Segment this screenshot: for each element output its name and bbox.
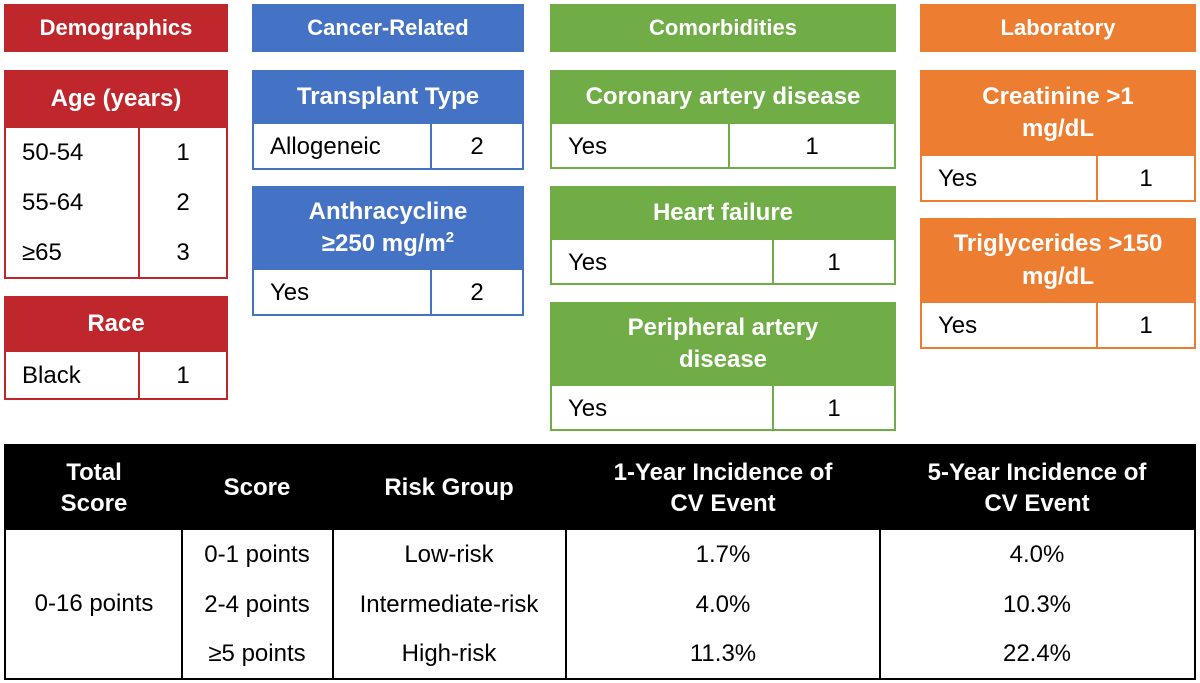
- demographics-header: Demographics: [4, 4, 228, 52]
- one-year-cell: 1.7%: [695, 541, 751, 568]
- cad-row: Yes 1: [552, 122, 894, 169]
- score-cell: ≥5 points: [208, 640, 306, 667]
- pad-card: Peripheral artery disease Yes 1: [550, 302, 896, 431]
- cad-card: Coronary artery disease Yes 1: [550, 70, 896, 169]
- creatinine-title: Creatinine >1 mg/dL: [922, 72, 1194, 154]
- heart-failure-row: Yes 1: [552, 238, 894, 285]
- anthracycline-card: Anthracycline ≥250 mg/m2 Yes 2: [252, 186, 524, 316]
- header-one-year: 1-Year Incidence of CV Event: [566, 446, 880, 530]
- pad-title: Peripheral artery disease: [552, 304, 894, 384]
- five-year-cell: 22.4%: [1002, 640, 1072, 667]
- age-row: ≥65 3: [6, 228, 226, 277]
- row-points: 2: [430, 124, 522, 170]
- header-line: Total: [66, 458, 122, 486]
- header-line: Score: [60, 490, 128, 517]
- score-cell: 2-4 points: [204, 591, 310, 618]
- risk-score-table: Total Score Score Risk Group 1-Year Inci…: [4, 444, 1196, 680]
- five-year-cell: 10.3%: [1002, 591, 1072, 618]
- heart-failure-title: Heart failure: [552, 188, 894, 238]
- one-year-cell: 11.3%: [689, 640, 757, 667]
- row-points: 1: [1096, 156, 1194, 202]
- row-label: Yes: [938, 312, 978, 339]
- title-line: disease: [678, 346, 768, 373]
- header-line: 5-Year Incidence of: [927, 458, 1147, 486]
- row-label: 55-64: [22, 189, 84, 216]
- header-line: Risk Group: [384, 474, 514, 502]
- total-score-cell: 0-16 points: [34, 590, 154, 617]
- age-card: Age (years) 50-54 1 55-64 2 ≥65 3: [4, 70, 228, 279]
- header-line: CV Event: [984, 490, 1090, 517]
- row-points: 1: [138, 128, 226, 178]
- five-year-cell: 4.0%: [1009, 541, 1065, 568]
- row-label: Yes: [938, 165, 978, 192]
- header-risk-group: Risk Group: [332, 446, 566, 530]
- creatinine-row: Yes 1: [922, 154, 1194, 202]
- heart-failure-card: Heart failure Yes 1: [550, 186, 896, 285]
- row-label: Allogeneic: [270, 133, 381, 160]
- row-points: 3: [138, 228, 226, 277]
- row-points: 1: [138, 352, 226, 400]
- age-row: 50-54 1: [6, 126, 226, 178]
- transplant-row: Allogeneic 2: [254, 122, 522, 170]
- row-points: 1: [772, 240, 894, 285]
- row-label: Black: [22, 362, 81, 389]
- transplant-card: Transplant Type Allogeneic 2: [252, 70, 524, 170]
- race-row: Black 1: [6, 350, 226, 400]
- pad-row: Yes 1: [552, 384, 894, 431]
- header-line: Score: [223, 474, 291, 502]
- transplant-title: Transplant Type: [254, 72, 522, 122]
- table-header-row: Total Score Score Risk Group 1-Year Inci…: [6, 446, 1194, 530]
- row-label: Yes: [568, 248, 608, 276]
- header-five-year: 5-Year Incidence of CV Event: [880, 446, 1194, 530]
- column-divider: [565, 530, 567, 678]
- cancer-related-header: Cancer-Related: [252, 4, 524, 52]
- title-line: mg/dL: [1022, 262, 1094, 290]
- creatinine-card: Creatinine >1 mg/dL Yes 1: [920, 70, 1196, 202]
- row-label: Yes: [270, 279, 310, 306]
- row-points: 1: [772, 386, 894, 431]
- title-line: Creatinine >1: [982, 82, 1134, 110]
- anthracycline-row: Yes 2: [254, 268, 522, 316]
- triglycerides-row: Yes 1: [922, 301, 1194, 349]
- row-points: 1: [728, 124, 894, 169]
- race-title: Race: [6, 298, 226, 350]
- triglycerides-card: Triglycerides >150 mg/dL Yes 1: [920, 218, 1196, 349]
- column-divider: [181, 530, 183, 678]
- triglycerides-title: Triglycerides >150 mg/dL: [922, 220, 1194, 301]
- title-line: mg/dL: [1022, 115, 1094, 142]
- row-label: 50-54: [22, 139, 84, 166]
- score-cell: 0-1 points: [204, 541, 310, 568]
- column-divider: [879, 530, 881, 678]
- title-line: Triglycerides >150: [953, 230, 1163, 258]
- header-line: 1-Year Incidence of: [613, 458, 833, 486]
- row-points: 2: [430, 270, 522, 316]
- row-points: 2: [138, 178, 226, 228]
- age-row: 55-64 2: [6, 178, 226, 228]
- row-label: Yes: [568, 394, 608, 422]
- cad-title: Coronary artery disease: [552, 72, 894, 122]
- risk-group-cell: Intermediate-risk: [359, 591, 539, 618]
- laboratory-header: Laboratory: [920, 4, 1196, 52]
- anthracycline-title: Anthracycline ≥250 mg/m2: [254, 188, 522, 268]
- header-score: Score: [182, 446, 332, 530]
- column-divider: [332, 530, 334, 678]
- title-line: Peripheral artery: [627, 313, 819, 341]
- header-line: CV Event: [670, 490, 776, 517]
- title-line: ≥250 mg/m2: [322, 228, 454, 260]
- one-year-cell: 4.0%: [695, 591, 751, 618]
- row-label: ≥65: [22, 238, 62, 266]
- title-text: ≥250 mg/m: [321, 230, 446, 257]
- header-total-score: Total Score: [6, 446, 182, 530]
- age-title: Age (years): [6, 72, 226, 126]
- row-label: Yes: [568, 132, 608, 160]
- risk-group-cell: Low-risk: [404, 541, 494, 568]
- risk-group-cell: High-risk: [401, 640, 497, 667]
- comorbidities-header: Comorbidities: [550, 4, 896, 52]
- row-points: 1: [1096, 303, 1194, 349]
- race-card: Race Black 1: [4, 296, 228, 400]
- title-line: Anthracycline: [308, 197, 468, 225]
- superscript: 2: [445, 229, 455, 246]
